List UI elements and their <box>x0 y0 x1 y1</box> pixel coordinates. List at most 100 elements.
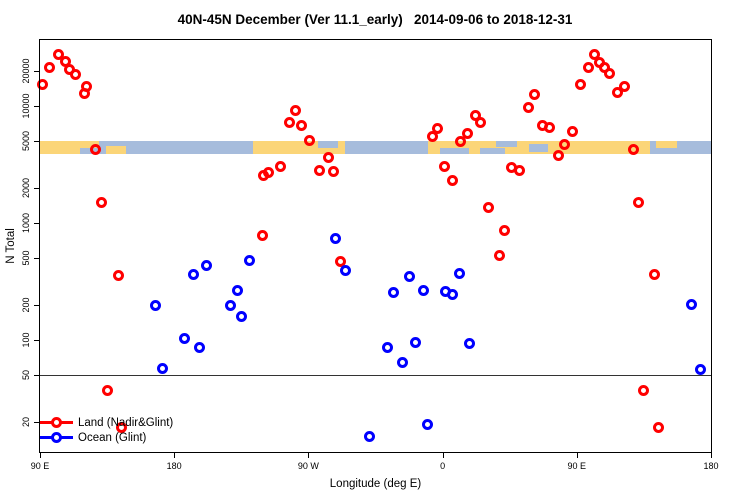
legend-marker-circle-ocean <box>51 432 62 443</box>
data-point-land <box>529 88 541 100</box>
data-point-land <box>304 135 316 147</box>
y-tick <box>34 106 39 108</box>
data-point-land <box>335 255 347 267</box>
data-point-land <box>575 79 587 91</box>
data-point-ocean <box>178 332 190 344</box>
data-point-land <box>112 269 124 281</box>
y-tick <box>34 258 39 260</box>
data-point-ocean <box>187 268 199 280</box>
data-point-land <box>649 268 661 280</box>
data-point-land <box>78 87 90 99</box>
data-point-land <box>52 49 64 61</box>
map-strip-ocean-segment <box>496 141 518 147</box>
data-point-ocean <box>446 288 458 300</box>
x-tick <box>308 453 310 458</box>
data-point-land <box>90 144 102 156</box>
x-tick <box>711 453 712 458</box>
data-point-ocean <box>194 341 206 353</box>
data-point-ocean <box>396 356 408 368</box>
data-point-land <box>514 164 526 176</box>
y-tick <box>34 141 39 143</box>
map-strip-ocean-segment <box>345 141 428 154</box>
y-axis-title: N Total <box>5 228 17 264</box>
y-tick <box>34 71 39 72</box>
legend-marker-circle-land <box>51 417 62 428</box>
x-tick-label: 0 <box>440 461 446 471</box>
data-point-land <box>44 61 56 73</box>
data-point-land <box>262 166 274 178</box>
data-point-land <box>583 61 595 73</box>
data-point-ocean <box>381 341 393 353</box>
data-point-land <box>552 150 564 162</box>
y-tick-label: 500 <box>21 250 31 266</box>
y-tick <box>34 422 39 424</box>
data-point-ocean <box>387 286 399 298</box>
y-tick-label: 50 <box>21 370 31 381</box>
data-point-land <box>431 123 443 135</box>
data-point-land <box>618 80 630 92</box>
y-tick-label: 20000 <box>21 58 31 84</box>
data-point-land <box>327 166 339 178</box>
plot-area <box>39 39 712 453</box>
data-point-ocean <box>340 264 352 276</box>
data-point-ocean <box>231 285 243 297</box>
y-tick <box>34 305 39 307</box>
data-point-land <box>275 160 287 172</box>
x-tick <box>40 453 41 458</box>
data-point-ocean <box>464 338 476 350</box>
x-tick-label: 90 W <box>297 461 319 471</box>
map-strip-ocean-segment <box>318 141 339 149</box>
data-point-land <box>290 105 302 117</box>
data-point-land <box>544 121 556 133</box>
y-tick-label: 1000 <box>21 213 31 234</box>
data-point-ocean <box>421 419 433 431</box>
reference-line-50 <box>40 375 711 376</box>
data-point-ocean <box>417 284 429 296</box>
data-point-ocean <box>329 232 341 244</box>
data-point-land <box>469 109 481 121</box>
data-point-ocean <box>157 363 169 375</box>
map-strip-land-segment <box>105 146 127 154</box>
x-tick-label: 180 <box>703 461 719 471</box>
data-point-ocean <box>403 270 415 282</box>
data-point-land <box>475 117 487 129</box>
data-point-land <box>653 421 665 433</box>
data-point-land <box>37 79 49 91</box>
data-point-land <box>499 225 511 237</box>
chart-title: 40N-45N December (Ver 11.1_early) 2014-0… <box>177 12 573 27</box>
data-point-land <box>483 201 495 213</box>
data-point-land <box>313 165 325 177</box>
y-tick-label: 100 <box>21 332 31 348</box>
data-point-land <box>69 68 81 80</box>
data-point-land <box>638 385 650 397</box>
data-point-land <box>522 102 534 114</box>
data-point-ocean <box>410 337 422 349</box>
data-point-land <box>604 67 616 79</box>
data-point-land <box>559 138 571 150</box>
data-point-land <box>627 144 639 156</box>
map-strip-land-segment <box>655 141 677 148</box>
data-point-land <box>438 160 450 172</box>
data-point-land <box>101 385 113 397</box>
y-tick-label: 2000 <box>21 178 31 199</box>
x-axis-title: Longitude (deg E) <box>329 478 422 490</box>
map-strip-ocean-segment <box>439 147 470 154</box>
data-point-ocean <box>236 310 248 322</box>
data-point-land <box>296 119 308 131</box>
x-tick-label: 90 E <box>30 461 50 471</box>
data-point-ocean <box>244 254 256 266</box>
data-point-land <box>323 151 335 163</box>
map-strip-ocean-segment <box>529 143 549 153</box>
data-point-land <box>455 135 467 147</box>
x-tick-label: 90 E <box>567 461 587 471</box>
data-point-land <box>283 116 295 128</box>
legend-label-land: Land (Nadir&Glint) <box>78 416 174 429</box>
data-point-land <box>426 130 438 142</box>
data-point-land <box>566 125 578 137</box>
y-tick-label: 5000 <box>21 131 31 152</box>
x-tick-label: 180 <box>166 461 182 471</box>
data-point-land <box>256 229 268 241</box>
y-tick-label: 200 <box>21 297 31 313</box>
legend-label-ocean: Ocean (Glint) <box>78 431 147 444</box>
